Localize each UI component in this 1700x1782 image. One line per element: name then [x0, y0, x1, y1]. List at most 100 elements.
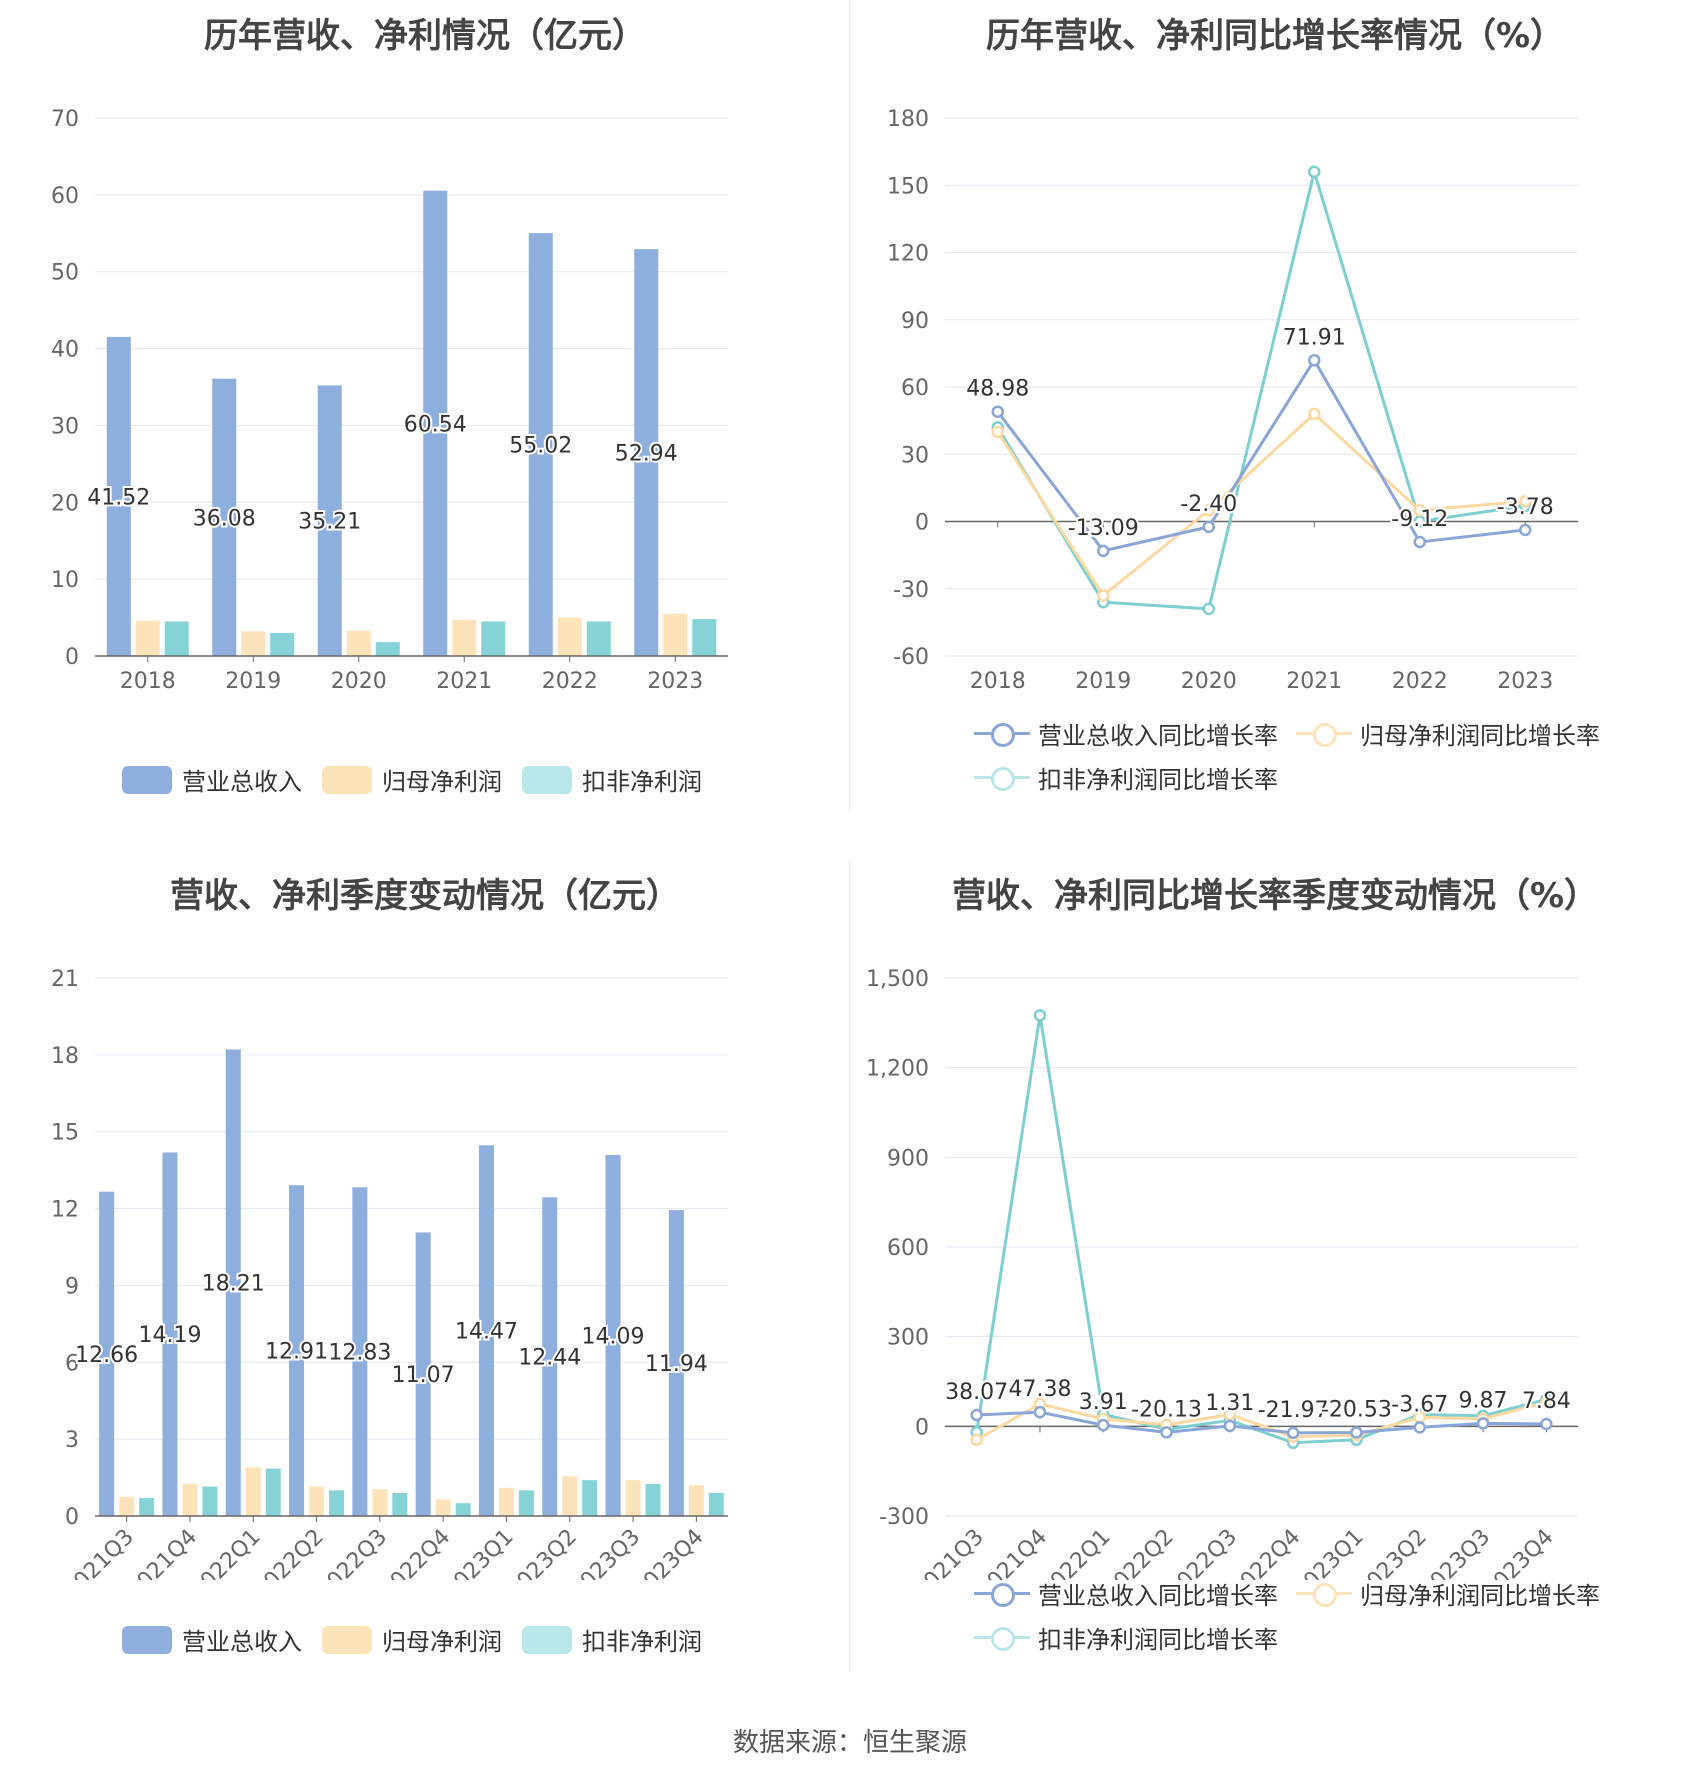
bar-revenue [542, 1197, 558, 1516]
bar-revenue [605, 1155, 621, 1516]
legend-item-deducted-profit-growth[interactable]: 扣非净利润同比增长率 [974, 760, 1278, 795]
line-data-label: 7.84 [1522, 1389, 1571, 1414]
bar-data-label: 14.19 [138, 1323, 201, 1348]
y-tick-label: -30 [893, 578, 929, 603]
bar-deducted-profit [518, 1490, 534, 1516]
bar-data-label: 35.21 [298, 510, 361, 535]
legend-marker-revenue-growth [974, 1580, 1030, 1608]
bar-net-profit [309, 1486, 325, 1516]
y-tick-label: 40 [51, 338, 79, 363]
legend-marker-net-profit-growth [1296, 1580, 1352, 1608]
data-point [991, 405, 1004, 418]
x-tick-label: 2021 [1286, 669, 1342, 694]
x-tick-label: 2023Q3 [1416, 1525, 1495, 1580]
legend-swatch-net-profit [322, 765, 372, 794]
y-tick-label: 30 [51, 414, 79, 439]
annual-growth-rate-panel: 历年营收、净利同比增长率情况（%） -60 -30 0 30 60 90 120 150 180… [850, 0, 1700, 860]
line-data-label: 1.31 [1205, 1391, 1254, 1416]
bar-deducted-profit [164, 621, 189, 656]
bar-revenue [415, 1232, 431, 1516]
bar-deducted-profit [645, 1483, 661, 1516]
bar-net-profit [625, 1480, 641, 1516]
legend-swatch-deducted-profit [522, 765, 572, 794]
x-tick-label: 2020 [331, 669, 387, 694]
y-tick-label: -60 [893, 645, 929, 670]
bar-data-label: 12.83 [328, 1341, 391, 1366]
x-tick-label: 2018 [970, 669, 1026, 694]
y-tick-label: 70 [51, 107, 79, 132]
bar-deducted-profit [270, 632, 295, 656]
line-data-label: -13.09 [1068, 516, 1139, 541]
data-point [1202, 520, 1215, 534]
line-data-label: -9.12 [1391, 507, 1448, 532]
bar-revenue [106, 336, 131, 656]
bar-deducted-profit [375, 642, 400, 656]
x-tick-label: 2022Q4 [1226, 1525, 1305, 1580]
quarterly-revenue-profit-chart: 0369121518212021Q32021Q42022Q12022Q22022… [51, 967, 728, 1580]
x-tick-label: 2023Q4 [1479, 1525, 1558, 1580]
y-tick-label: 120 [887, 242, 929, 267]
bar-net-profit [688, 1485, 704, 1516]
data-point [1286, 1426, 1300, 1440]
legend-item-revenue-growth[interactable]: 营业总收入同比增长率 [974, 1576, 1278, 1611]
x-tick-label: 2023Q2 [503, 1525, 582, 1580]
x-tick-label: 2023Q2 [1353, 1525, 1432, 1580]
chart-title: 营收、净利同比增长率季度变动情况（%） [951, 876, 1599, 916]
x-tick-label: 2022Q3 [313, 1525, 392, 1580]
bar-deducted-profit [329, 1490, 345, 1516]
legend-item-revenue[interactable]: 营业总收入 [122, 762, 302, 797]
y-tick-label: 60 [51, 184, 79, 209]
y-tick-label: 21 [51, 967, 79, 992]
data-point [1308, 407, 1321, 421]
x-tick-label: 2019 [225, 669, 281, 694]
series-line [975, 1015, 1547, 1445]
data-point [1223, 1408, 1237, 1421]
data-point [1540, 1417, 1553, 1431]
bar-net-profit [346, 630, 371, 656]
legend-item-deducted-profit-growth[interactable]: 扣非净利润同比增长率 [974, 1620, 1278, 1655]
data-point [1413, 535, 1426, 549]
bar-revenue [212, 378, 237, 656]
x-tick-label: 2022Q1 [186, 1525, 265, 1580]
data-point [1097, 589, 1110, 602]
bar-revenue [668, 1210, 684, 1516]
series-line [975, 1400, 1547, 1442]
legend-item-net-profit-growth[interactable]: 归母净利润同比增长率 [1296, 716, 1600, 751]
series-line [976, 1410, 1547, 1435]
bar-net-profit [182, 1483, 198, 1516]
legend: 营业总收入同比增长率 归母净利润同比增长率 扣非净利润同比增长率 [850, 1576, 1700, 1666]
line-data-label: 48.98 [966, 377, 1029, 402]
legend-item-net-profit-growth[interactable]: 归母净利润同比增长率 [1296, 1576, 1600, 1611]
bar-revenue [478, 1145, 494, 1516]
legend-item-deducted-profit[interactable]: 扣非净利润 [522, 1622, 702, 1657]
legend-item-net-profit[interactable]: 归母净利润 [322, 1622, 502, 1657]
bar-data-label: 11.94 [645, 1352, 708, 1377]
bar-net-profit [498, 1487, 514, 1516]
legend-swatch-revenue [122, 1625, 172, 1654]
data-point [1097, 544, 1110, 558]
bar-data-label: 60.54 [404, 412, 467, 437]
x-tick-label: 2021Q3 [909, 1525, 988, 1580]
legend-label: 营业总收入同比增长率 [1038, 722, 1278, 750]
x-tick-label: 2023Q1 [1289, 1525, 1368, 1580]
line-data-label: -21.97 [1258, 1398, 1329, 1423]
y-tick-label: 60 [901, 376, 929, 401]
y-tick-label: 300 [887, 1326, 929, 1351]
x-tick-label: 2021Q3 [59, 1525, 138, 1580]
legend-item-net-profit[interactable]: 归母净利润 [322, 762, 502, 797]
legend-label: 归母净利润同比增长率 [1360, 722, 1600, 750]
data-point [1519, 495, 1532, 508]
y-tick-label: 0 [915, 1415, 929, 1440]
legend-item-revenue-growth[interactable]: 营业总收入同比增长率 [974, 716, 1278, 751]
legend: 营业总收入同比增长率 归母净利润同比增长率 扣非净利润同比增长率 [850, 716, 1700, 806]
y-tick-label: 90 [901, 309, 929, 334]
legend-swatch-deducted-profit [522, 1625, 572, 1654]
legend-item-revenue[interactable]: 营业总收入 [122, 1622, 302, 1657]
line-data-label: -20.13 [1131, 1397, 1202, 1422]
legend-item-deducted-profit[interactable]: 扣非净利润 [522, 762, 702, 797]
bar-revenue [528, 233, 553, 656]
annual-growth-rate-chart: -60 -30 0 30 60 90 120 150 180 2018 2019 2020 2021 20… [887, 107, 1578, 694]
bar-data-label: 11.07 [392, 1363, 455, 1388]
data-point [1097, 1418, 1110, 1432]
line-data-label: 71.91 [1283, 325, 1346, 350]
